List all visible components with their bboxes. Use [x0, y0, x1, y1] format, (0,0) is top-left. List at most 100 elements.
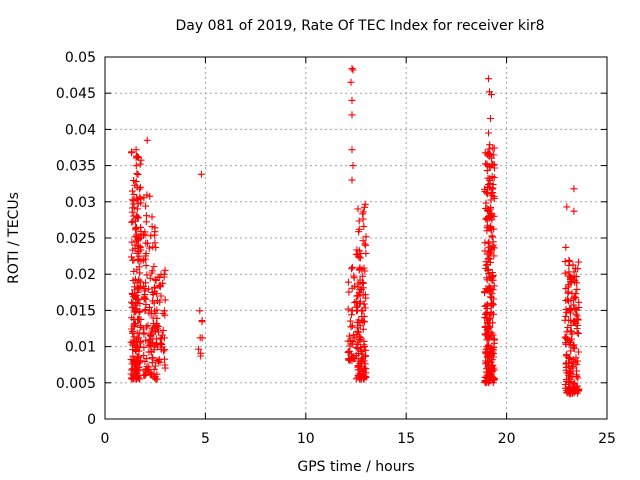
- data-point: [128, 253, 135, 261]
- data-point: [572, 371, 580, 379]
- data-point: [133, 205, 141, 213]
- data-point: [133, 213, 141, 221]
- data-point: [347, 78, 355, 86]
- data-point: [129, 352, 137, 360]
- y-axis-label: ROTI / TECUs: [6, 192, 22, 284]
- data-point: [344, 278, 352, 286]
- data-point: [161, 296, 169, 304]
- data-point: [347, 323, 355, 331]
- data-point: [484, 148, 492, 156]
- data-point: [161, 364, 169, 372]
- x-axis-label: GPS time / hours: [297, 459, 414, 475]
- data-point: [359, 350, 367, 358]
- data-point: [356, 336, 364, 344]
- data-point: [354, 327, 362, 335]
- data-point: [483, 353, 491, 361]
- data-point: [348, 265, 356, 273]
- data-point: [129, 291, 137, 298]
- data-point: [348, 65, 356, 73]
- data-point: [481, 247, 489, 255]
- data-point: [140, 295, 148, 303]
- data-point: [353, 251, 361, 259]
- data-point: [153, 314, 161, 322]
- x-tick-labels: 0 5 10 15 20 25: [101, 431, 616, 447]
- data-point: [130, 197, 138, 205]
- axis-ticks: [104, 56, 608, 420]
- data-point: [563, 203, 571, 211]
- data-point: [153, 375, 161, 383]
- data-point: [361, 200, 369, 208]
- data-point: [359, 208, 367, 216]
- data-point: [130, 191, 138, 198]
- data-point: [482, 330, 490, 338]
- data-point: [356, 265, 364, 273]
- data-point: [487, 196, 495, 204]
- data-point: [129, 329, 137, 337]
- data-point: [147, 329, 155, 337]
- data-point: [362, 241, 370, 249]
- data-point: [147, 307, 155, 315]
- data-point: [567, 309, 574, 317]
- data-point: [572, 310, 580, 318]
- data-point: [348, 96, 356, 104]
- x-tick-label: 15: [397, 431, 415, 447]
- data-point: [130, 268, 138, 275]
- data-point: [487, 214, 495, 222]
- data-point: [131, 356, 139, 364]
- data-point: [568, 289, 576, 297]
- y-tick-label: 0.025: [56, 231, 96, 247]
- data-point: [345, 332, 353, 340]
- data-point: [482, 160, 490, 168]
- data-point: [488, 154, 495, 162]
- data-point: [132, 347, 140, 355]
- data-point: [197, 349, 205, 357]
- data-point: [562, 339, 569, 347]
- data-point: [157, 292, 165, 300]
- data-point: [142, 218, 150, 226]
- data-point: [134, 171, 142, 178]
- data-point: [130, 375, 138, 383]
- data-point: [128, 360, 136, 368]
- data-point: [567, 347, 575, 355]
- data-point: [128, 196, 136, 204]
- data-point: [141, 285, 149, 293]
- data-point: [571, 318, 579, 326]
- x-tick-label: 5: [201, 431, 210, 447]
- data-point: [565, 256, 573, 264]
- data-point: [142, 365, 150, 373]
- data-point: [131, 181, 139, 189]
- data-point: [488, 290, 496, 298]
- y-tick-label: 0.005: [56, 376, 96, 392]
- data-point: [141, 228, 149, 236]
- data-point: [562, 366, 570, 374]
- data-points: [127, 65, 583, 398]
- data-point: [570, 268, 578, 276]
- data-point: [361, 203, 368, 211]
- y-tick-label: 0.01: [65, 340, 96, 356]
- data-point: [354, 372, 362, 379]
- data-point: [158, 334, 165, 342]
- data-point: [351, 282, 358, 290]
- data-point: [354, 302, 361, 310]
- data-point: [160, 270, 168, 278]
- data-point: [131, 308, 139, 316]
- data-point: [563, 296, 571, 304]
- data-point: [487, 115, 494, 122]
- data-point: [196, 307, 204, 315]
- data-point: [129, 277, 137, 284]
- data-point: [135, 353, 143, 361]
- data-point: [346, 357, 354, 364]
- data-point: [573, 285, 581, 293]
- data-point: [133, 266, 141, 274]
- data-point: [143, 136, 151, 144]
- data-point: [355, 254, 363, 262]
- y-tick-label: 0.045: [56, 86, 96, 102]
- data-point: [155, 357, 162, 365]
- data-point: [488, 269, 496, 276]
- data-point: [357, 344, 364, 352]
- data-point: [351, 355, 359, 362]
- data-point: [136, 300, 144, 307]
- data-point: [484, 368, 492, 376]
- data-point: [348, 322, 356, 330]
